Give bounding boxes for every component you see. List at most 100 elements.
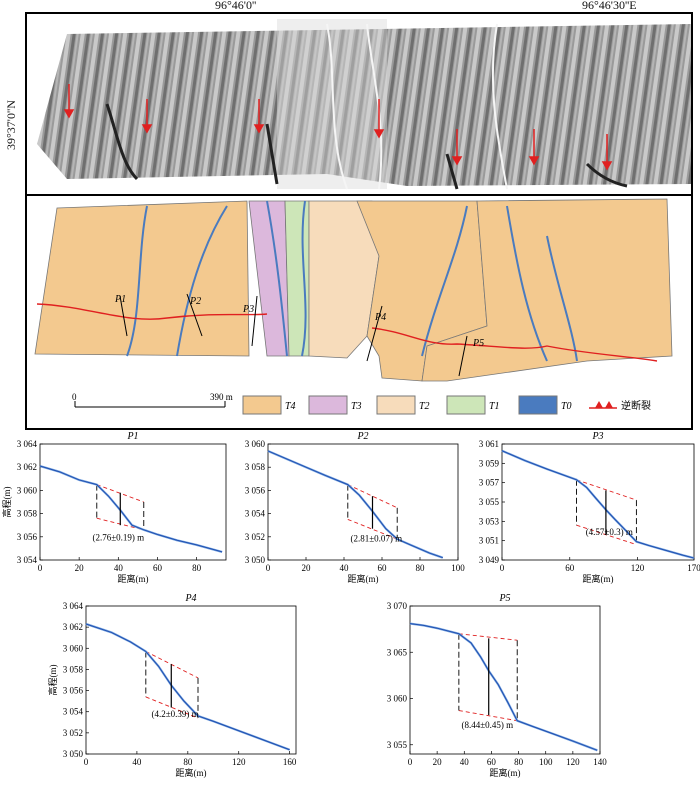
offset-annotation: (2.81±0.07) m — [350, 533, 402, 543]
upper-surface-fit — [458, 633, 518, 641]
legend-swatch-t4 — [242, 395, 282, 415]
x-tick-label: 0 — [266, 563, 271, 573]
x-tick-label: 40 — [132, 757, 142, 767]
profile-line-shadow — [409, 622, 598, 752]
y-tick-label: 3 056 — [63, 686, 84, 696]
y-tick-label: 3 060 — [245, 439, 266, 449]
y-axis-label: 高程(m) — [1, 487, 12, 518]
y-tick-label: 3 064 — [63, 601, 84, 611]
x-tick-label: 40 — [114, 563, 124, 573]
legend-swatch-t1 — [446, 395, 486, 415]
legend-fault-symbol — [589, 401, 617, 409]
upper-surface-fit — [347, 484, 398, 509]
profile-label-p1: P1 — [114, 294, 126, 305]
x-tick-label: 20 — [75, 563, 85, 573]
geologic-map-panel: P1 P2 P3 P4 P5 0 390 m T4 T3 T2 T1 T0 — [25, 194, 693, 430]
x-tick-label: 40 — [340, 563, 350, 573]
profile-line — [39, 465, 223, 553]
profile-line-shadow — [85, 622, 291, 751]
plot-frame — [39, 443, 227, 561]
hillshade-panel — [25, 12, 693, 198]
y-tick-label: 3 061 — [479, 439, 499, 449]
upper-surface-fit — [96, 484, 144, 503]
y-tick-label: 3 059 — [479, 458, 500, 468]
lower-surface-fit — [347, 518, 398, 540]
y-tick-label: 3 051 — [479, 536, 499, 546]
y-tick-label: 3 065 — [387, 647, 408, 657]
y-tick-label: 3 054 — [245, 509, 266, 519]
profile-line — [409, 623, 598, 751]
x-tick-label: 20 — [433, 757, 443, 767]
x-tick-label: 120 — [232, 757, 246, 767]
y-axis-label: 高程(m) — [47, 665, 58, 696]
longitude-label-2: 96°46'30''E — [582, 0, 637, 12]
y-tick-label: 3 060 — [17, 485, 38, 495]
legend-label-t3: T3 — [351, 401, 362, 412]
reverse-fault-east — [371, 327, 658, 362]
x-tick-label: 120 — [631, 563, 645, 573]
x-tick-label: 160 — [283, 757, 297, 767]
legend-label-t2: T2 — [419, 401, 430, 412]
chart-p2: P2 0 20 40 60 80 100 3 050 3 052 3 054 3 056 3 058 3… — [232, 428, 466, 584]
x-tick-label: 140 — [593, 757, 607, 767]
x-tick-label: 170 — [687, 563, 700, 573]
upper-surface-fit — [145, 651, 199, 679]
y-tick-label: 3 050 — [245, 555, 266, 565]
y-tick-label: 3 058 — [63, 664, 84, 674]
fault-arrows — [63, 84, 613, 171]
scale-end: 390 m — [210, 392, 233, 402]
scale-start: 0 — [72, 392, 77, 402]
y-tick-label: 3 052 — [245, 532, 265, 542]
terrace-map: P1 P2 P3 P4 P5 0 390 m T4 T3 T2 T1 T0 — [34, 198, 673, 415]
latitude-label: 39°37'0''N — [4, 100, 18, 150]
y-tick-label: 3 062 — [17, 462, 37, 472]
profile-line — [267, 450, 443, 559]
y-tick-label: 3 053 — [479, 516, 500, 526]
chart-title: P2 — [356, 431, 368, 442]
x-tick-label: 80 — [416, 563, 426, 573]
chart-p1: P1 0 20 40 60 80 3 054 3 056 3 058 3 060 3 062 3 06… — [0, 428, 232, 584]
x-tick-label: 0 — [500, 563, 505, 573]
x-tick-label: 120 — [566, 757, 580, 767]
lower-surface-fit — [145, 696, 199, 719]
y-tick-label: 3 056 — [17, 532, 38, 542]
chart-p3: P3 0 60 120 170 3 049 3 051 3 053 3 055 3 057 3 05… — [464, 428, 700, 584]
chart-title: P4 — [184, 593, 196, 604]
x-tick-label: 0 — [408, 757, 413, 767]
hillshade-image — [37, 19, 691, 190]
x-tick-label: 0 — [38, 563, 43, 573]
x-tick-label: 60 — [487, 757, 497, 767]
chart-p5: P5 0 20 40 60 80 100 120 140 3 055 3 060 3 065 3 070… — [360, 588, 620, 787]
y-tick-label: 3 060 — [387, 694, 408, 704]
legend-label-t4: T4 — [285, 401, 296, 412]
y-tick-label: 3 050 — [63, 749, 84, 759]
x-axis-label: 距离(m) — [583, 573, 614, 584]
chart-title: P3 — [591, 431, 603, 442]
lower-surface-fit — [458, 710, 518, 722]
y-tick-label: 3 054 — [17, 555, 38, 565]
legend-swatch-t3 — [308, 395, 348, 415]
legend-label-t1: T1 — [489, 401, 500, 412]
upper-surface-fit — [576, 479, 637, 501]
x-axis-label: 距离(m) — [490, 767, 521, 778]
y-tick-label: 3 070 — [387, 601, 408, 611]
profile-label-p3: P3 — [242, 304, 254, 315]
reverse-fault-west — [36, 303, 268, 320]
scale-bar: 0 390 m — [72, 392, 233, 408]
y-tick-label: 3 058 — [17, 509, 38, 519]
chart-title: P5 — [498, 593, 510, 604]
offset-annotation: (2.76±0.19) m — [92, 532, 144, 542]
chart-p4: P4 0 40 80 120 160 3 050 3 052 3 054 3 056 3 058 3 … — [38, 588, 308, 787]
y-tick-label: 3 052 — [63, 728, 83, 738]
offset-annotation: (4.2±0.39) m — [151, 709, 198, 719]
x-axis-label: 距离(m) — [176, 767, 207, 778]
legend-label-fault: 逆断裂 — [621, 399, 651, 412]
y-tick-label: 3 062 — [63, 622, 83, 632]
profile-label-p2: P2 — [189, 296, 201, 307]
x-axis-label: 距离(m) — [118, 573, 149, 584]
legend-label-t0: T0 — [561, 401, 572, 412]
profile-line-shadow — [501, 449, 695, 560]
x-axis-label: 距离(m) — [348, 573, 379, 584]
x-tick-label: 80 — [183, 757, 193, 767]
longitude-label-1: 96°46'0'' — [215, 0, 257, 12]
